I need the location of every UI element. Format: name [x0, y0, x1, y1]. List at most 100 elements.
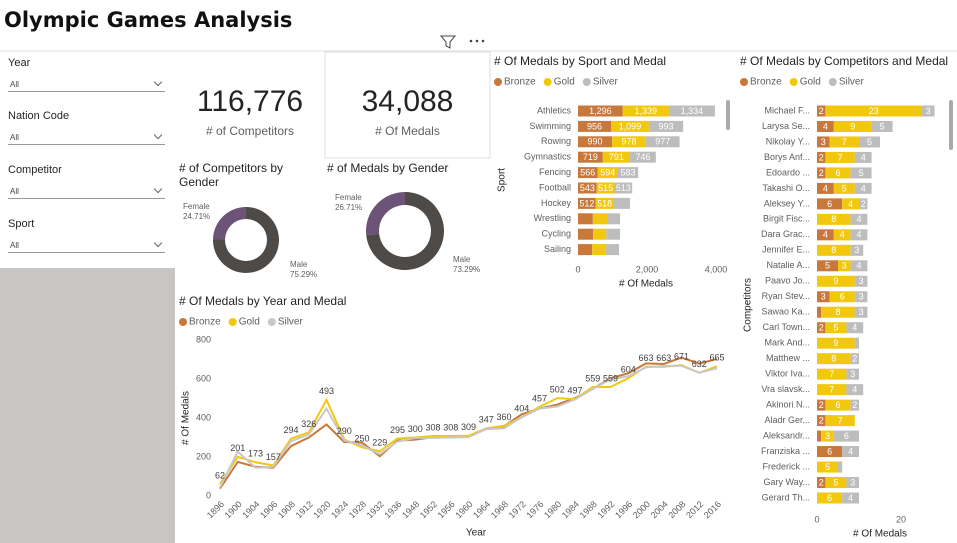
- line-series: [219, 364, 718, 489]
- data-label: 559: [603, 373, 618, 383]
- data-label: 6: [827, 199, 832, 209]
- data-label: 3: [859, 292, 864, 302]
- bar-segment: [825, 477, 847, 489]
- x-tick-label: 1896: [205, 499, 226, 520]
- x-tick-label: 2000: [631, 499, 652, 520]
- slicer-dropdown[interactable]: All: [8, 238, 165, 253]
- data-label: 6: [835, 400, 840, 410]
- data-label: 1,339: [635, 106, 658, 116]
- data-label: 4: [823, 121, 828, 131]
- category-label: Aladr Ger...: [764, 415, 810, 425]
- data-label: 23: [869, 106, 879, 116]
- bar-segment: [829, 291, 855, 303]
- bar-segment: [838, 260, 851, 272]
- bar-segment: [817, 461, 838, 473]
- x-tick-label: 1960: [453, 499, 474, 520]
- data-label: 290: [337, 426, 352, 436]
- x-tick-label: 1972: [507, 499, 528, 520]
- bar-segment: [833, 120, 872, 132]
- data-label: 7: [829, 369, 834, 379]
- slicer-label: Sport: [8, 218, 35, 230]
- bar-segment: [850, 213, 868, 225]
- card-label: # Of Medals: [375, 124, 440, 138]
- bar-segment: [622, 105, 669, 117]
- bar-segment: [602, 151, 631, 163]
- slicer-label: Competitor: [8, 164, 62, 176]
- bar-segment: [817, 136, 830, 148]
- data-label: 594: [600, 167, 615, 177]
- category-label: Rowing: [541, 136, 571, 146]
- data-label: 300: [408, 424, 423, 434]
- x-tick-label: 1996: [613, 499, 634, 520]
- bar-segment: [850, 399, 859, 411]
- slice-label: Male: [290, 260, 308, 269]
- data-label: 201: [230, 443, 245, 453]
- scrollbar[interactable]: [726, 100, 730, 130]
- legend-marker: [267, 318, 276, 326]
- category-label: Football: [539, 182, 571, 192]
- chart-title: # of Medals by Gender: [327, 161, 449, 175]
- chart-title: # Of Medals by Competitors and Medal: [740, 54, 949, 68]
- data-label: 2: [819, 323, 824, 333]
- data-label: 5: [833, 323, 838, 333]
- bar-segment: [817, 399, 826, 411]
- data-label: 360: [496, 412, 511, 422]
- data-label: 173: [248, 449, 263, 459]
- data-label: 295: [390, 425, 405, 435]
- bar-segment: [825, 167, 851, 179]
- category-label: Carl Town...: [763, 322, 810, 332]
- bar-segment: [817, 182, 834, 194]
- legend-label: Gold: [239, 317, 260, 328]
- bar-segment: [817, 291, 830, 303]
- bar-segment: [842, 492, 859, 504]
- bar-segment: [825, 415, 855, 427]
- data-label: 566: [580, 167, 595, 177]
- bar-segment: [842, 198, 859, 210]
- legend-marker: [179, 318, 187, 326]
- page-title: Olympic Games Analysis: [4, 8, 293, 32]
- legend-marker: [740, 78, 748, 86]
- y-axis-title: Competitors: [743, 278, 754, 332]
- slice-value: 26.71%: [335, 203, 362, 212]
- bar-segment: [578, 182, 597, 194]
- bar-segment: [854, 291, 868, 303]
- bar-segment: [854, 306, 868, 318]
- data-label: 4: [848, 446, 853, 456]
- slicer-dropdown[interactable]: All: [8, 130, 165, 145]
- data-label: 990: [588, 137, 603, 147]
- data-label: 3: [850, 369, 855, 379]
- bar-segment: [817, 275, 855, 287]
- data-label: 7: [829, 385, 834, 395]
- data-label: 4: [861, 183, 866, 193]
- data-label: 5: [833, 477, 838, 487]
- chart-title: # of Competitors by Gender: [179, 161, 284, 189]
- scrollbar[interactable]: [949, 100, 953, 150]
- category-label: Athletics: [537, 105, 572, 115]
- data-label: 559: [585, 373, 600, 383]
- category-label: Sailing: [544, 244, 571, 254]
- legend-marker: [228, 318, 237, 326]
- x-tick-label: 0: [814, 514, 819, 524]
- bar-segment: [817, 105, 826, 117]
- data-label: 3: [850, 477, 855, 487]
- more-options[interactable]: [469, 39, 485, 43]
- slicer-dropdown[interactable]: All: [8, 77, 165, 92]
- x-tick-label: 1904: [240, 499, 261, 520]
- data-label: 2: [819, 415, 824, 425]
- data-label: 229: [372, 438, 387, 448]
- bar-segment: [597, 167, 619, 179]
- data-label: 4: [852, 323, 857, 333]
- x-tick-label: 1920: [311, 499, 332, 520]
- category-label: Vra slavsk...: [761, 384, 810, 394]
- data-label: 4: [840, 230, 845, 240]
- data-label: 663: [656, 353, 671, 363]
- data-label: 326: [301, 419, 316, 429]
- filter-icon[interactable]: [439, 35, 457, 49]
- category-label: Dara Grac...: [761, 229, 810, 239]
- bar-segment: [605, 244, 620, 256]
- data-label: 308: [443, 422, 458, 432]
- bar-segment: [648, 120, 684, 132]
- slicer-dropdown[interactable]: All: [8, 184, 165, 199]
- bar-segment: [817, 477, 826, 489]
- bar-segment: [842, 446, 859, 458]
